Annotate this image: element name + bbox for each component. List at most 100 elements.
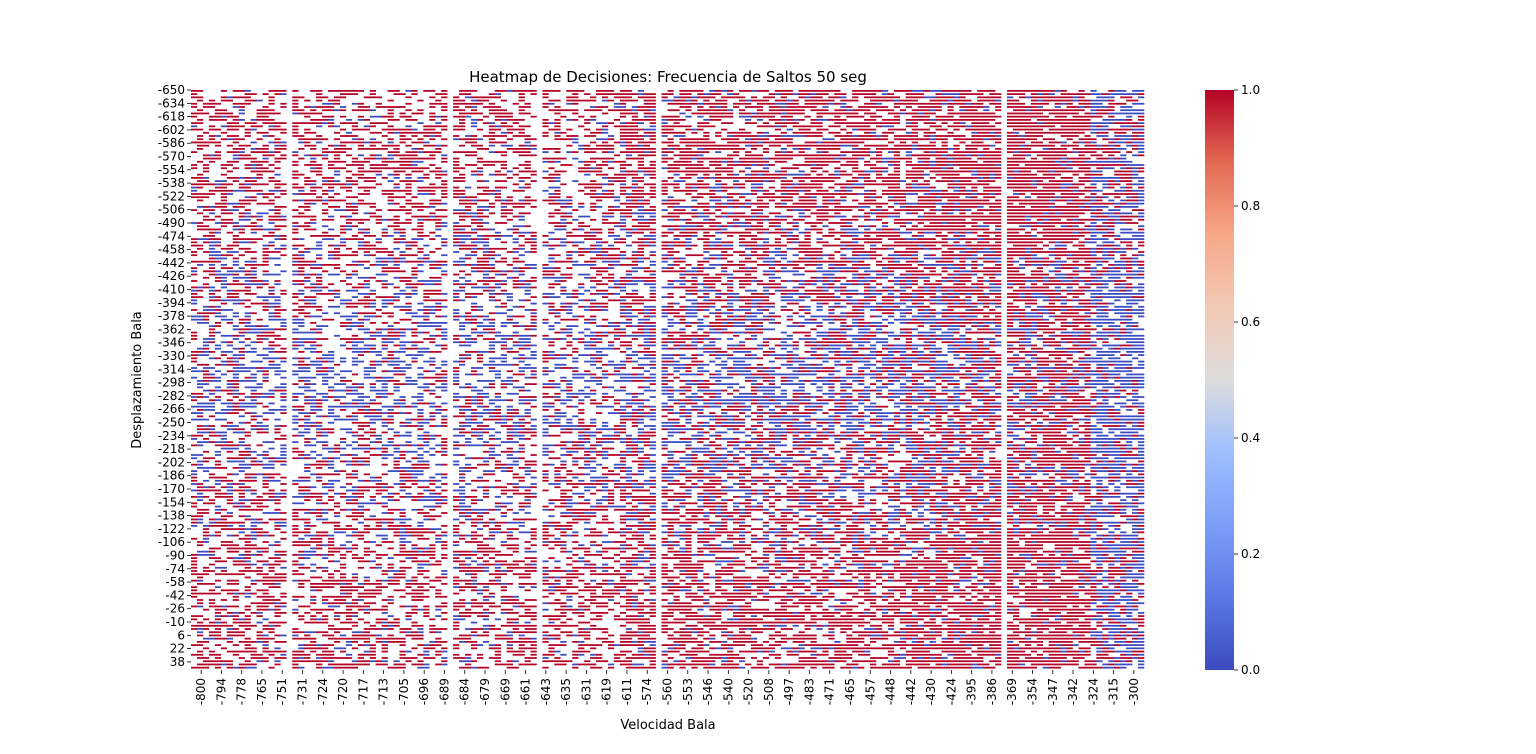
heatmap-cell [411, 496, 418, 498]
heatmap-cell [476, 180, 484, 182]
heatmap-cell [393, 90, 400, 92]
heatmap-cell [262, 660, 269, 663]
heatmap-cell [244, 273, 251, 276]
heatmap-cell [262, 115, 269, 118]
heatmap-cell [333, 273, 341, 276]
heatmap-cell [488, 254, 496, 257]
heatmap-cell [292, 283, 299, 286]
heatmap-cell [459, 99, 466, 102]
heatmap-cell [191, 260, 198, 263]
heatmap-cell [274, 209, 281, 211]
heatmap-cell [387, 260, 394, 263]
heatmap-cell [405, 131, 412, 134]
heatmap-cell [298, 351, 305, 353]
heatmap-cell [405, 119, 412, 121]
heatmap-cell [399, 347, 406, 350]
heatmap-cell [470, 283, 478, 286]
heatmap-cell [274, 660, 281, 663]
heatmap-cell [327, 370, 335, 373]
heatmap-cell [381, 605, 388, 608]
heatmap-cell [387, 486, 394, 489]
heatmap-cell [280, 425, 287, 427]
heatmap-cell [268, 244, 275, 247]
heatmap-cell [316, 373, 323, 376]
heatmap-cell [470, 508, 478, 511]
heatmap-cell [387, 119, 394, 121]
heatmap-cell [226, 479, 233, 482]
heatmap-cell [464, 247, 472, 250]
heatmap-cell [310, 550, 317, 553]
heatmap-cell [214, 518, 222, 521]
heatmap-cell [470, 496, 478, 498]
heatmap-cell [196, 225, 204, 228]
heatmap-cell [351, 206, 359, 208]
heatmap-cell [220, 218, 228, 221]
heatmap-cell [417, 315, 424, 318]
heatmap-cell [482, 160, 490, 163]
heatmap-cell [381, 338, 388, 340]
heatmap-cell [488, 412, 496, 414]
heatmap-cell [226, 144, 233, 147]
heatmap-cell [411, 289, 418, 292]
heatmap-cell [244, 447, 251, 450]
heatmap-cell [238, 399, 245, 402]
heatmap-cell [464, 586, 472, 588]
heatmap-cell [226, 125, 233, 128]
heatmap-cell [482, 431, 490, 434]
heatmap-cell [333, 528, 341, 530]
heatmap-cell [417, 460, 424, 463]
heatmap-cell [214, 260, 222, 263]
heatmap-cell [196, 180, 204, 182]
heatmap-cell [220, 199, 228, 202]
heatmap-cell [494, 186, 502, 189]
heatmap-cell [459, 563, 466, 566]
heatmap-cell [310, 286, 317, 289]
heatmap-cell [363, 299, 370, 302]
heatmap-cell [405, 186, 412, 189]
heatmap-cell [482, 525, 490, 527]
heatmap-cell [453, 341, 460, 344]
heatmap-cell [298, 418, 305, 421]
heatmap-cell [387, 570, 394, 572]
heatmap-cell [298, 537, 305, 540]
heatmap-cell [411, 470, 418, 472]
heatmap-cell [470, 109, 478, 112]
heatmap-cell [423, 141, 430, 144]
heatmap-cell [500, 257, 507, 260]
heatmap-cell [226, 499, 233, 501]
heatmap-cell [191, 376, 198, 379]
heatmap-cell [482, 457, 490, 460]
heatmap-cell [494, 560, 502, 563]
heatmap-cell [494, 579, 502, 582]
heatmap-cell [470, 373, 478, 376]
heatmap-cell [202, 583, 210, 585]
heatmap-cell [268, 257, 275, 260]
heatmap-cell [232, 238, 239, 240]
heatmap-cell [274, 641, 281, 643]
heatmap-cell [435, 289, 442, 292]
heatmap-cell [476, 544, 484, 547]
heatmap-cell [322, 270, 329, 273]
heatmap-cell [232, 128, 239, 131]
heatmap-cell [429, 434, 436, 437]
heatmap-cell [363, 302, 370, 305]
heatmap-cell [381, 264, 388, 266]
heatmap-cell [196, 196, 204, 199]
heatmap-cell [399, 254, 406, 257]
heatmap-cell [345, 131, 353, 134]
heatmap-cell [298, 531, 305, 534]
heatmap-cell [381, 454, 388, 456]
heatmap-cell [482, 460, 490, 463]
heatmap-cell [435, 170, 442, 173]
heatmap-cell [381, 599, 388, 601]
heatmap-cell [298, 392, 305, 395]
heatmap-cell [464, 115, 472, 118]
heatmap-cell [476, 428, 484, 431]
heatmap-cell [316, 653, 323, 656]
heatmap-cell [214, 608, 222, 611]
heatmap-cell [464, 112, 472, 115]
heatmap-cell [298, 367, 305, 369]
heatmap-cell [381, 502, 388, 505]
heatmap-cell [470, 318, 478, 321]
heatmap-cell [238, 557, 245, 559]
